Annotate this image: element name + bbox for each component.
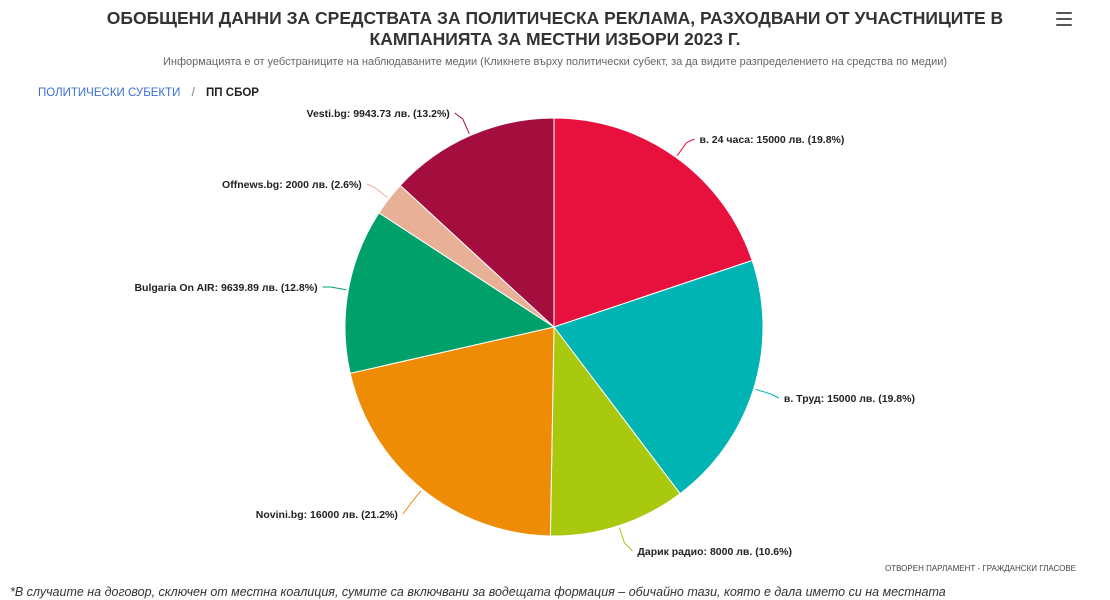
breadcrumb-root-link[interactable]: ПОЛИТИЧЕСКИ СУБЕКТИ (38, 87, 181, 99)
breadcrumb-current: ПП СБОР (206, 87, 259, 99)
pie-slice[interactable] (553, 259, 764, 495)
credits-text[interactable]: ОТВОРЕН ПАРЛАМЕНТ - ГРАЖДАНСКИ ГЛАСОВЕ (885, 564, 1076, 573)
chart-subtitle: Информацията е от уебстраниците на наблю… (162, 56, 948, 68)
chart-title: ОБОБЩЕНИ ДАННИ ЗА СРЕДСТВАТА ЗА ПОЛИТИЧЕ… (60, 8, 1050, 50)
pie-slice[interactable] (553, 117, 753, 328)
data-label: Novini.bg: 16000 лв. (21.2%) (256, 509, 398, 521)
chart-title-line-1: ОБОБЩЕНИ ДАННИ ЗА СРЕДСТВАТА ЗА ПОЛИТИЧЕ… (106, 8, 1004, 28)
label-connector (366, 183, 388, 198)
data-label: в. Труд: 15000 лв. (19.8%) (784, 393, 915, 405)
pie-slice[interactable] (349, 326, 555, 537)
label-connector (755, 388, 780, 399)
label-connector (402, 490, 422, 515)
pie-slice[interactable] (549, 325, 681, 537)
label-connector (618, 527, 633, 552)
pie-slice[interactable] (399, 117, 555, 329)
label-connector (454, 112, 470, 135)
label-connector (322, 286, 347, 291)
breadcrumb: ПОЛИТИЧЕСКИ СУБЕКТИ / ПП СБОР (38, 87, 259, 99)
breadcrumb-separator: / (191, 87, 195, 99)
data-label: Дарик радио: 8000 лв. (10.6%) (637, 546, 792, 558)
pie-slice[interactable] (344, 212, 556, 374)
data-label: Bulgaria On AIR: 9639.89 лв. (12.8%) (134, 282, 317, 294)
data-label: в. 24 часа: 15000 лв. (19.8%) (700, 134, 845, 146)
label-connector (676, 138, 695, 156)
data-label: Offnews.bg: 2000 лв. (2.6%) (222, 179, 362, 191)
footnote: *В случаите на договор, сключен от местн… (10, 585, 946, 599)
chart-title-line-2: КАМПАНИЯТА ЗА МЕСТНИ ИЗБОРИ 2023 Г. (369, 29, 741, 49)
data-label: Vesti.bg: 9943.73 лв. (13.2%) (307, 108, 450, 120)
hamburger-menu-icon[interactable] (1056, 12, 1072, 26)
